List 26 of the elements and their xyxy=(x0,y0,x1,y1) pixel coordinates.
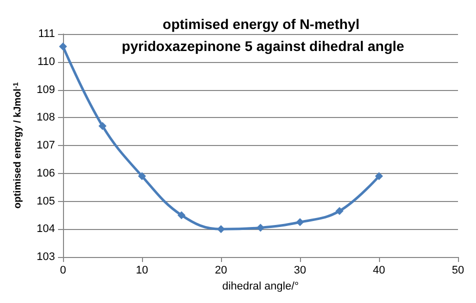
y-tick-label: 110 xyxy=(37,56,55,68)
y-tick-label: 104 xyxy=(36,223,55,236)
x-tick-label: 40 xyxy=(372,264,386,276)
x-tick-label: 10 xyxy=(136,264,148,276)
point xyxy=(178,211,186,220)
y-tick-label: 103 xyxy=(36,251,55,263)
point xyxy=(256,224,264,232)
y-tick-label: 105 xyxy=(36,195,55,208)
point xyxy=(59,42,67,51)
x-axis-title: dihedral angle/° xyxy=(222,280,299,292)
y-tick-label: 108 xyxy=(36,112,55,124)
y-tick-label: 107 xyxy=(36,140,55,152)
point xyxy=(296,218,304,226)
x-tick-label: 20 xyxy=(214,264,228,276)
x-tick-label: 0 xyxy=(60,264,66,276)
y-tick-label: 109 xyxy=(36,84,55,96)
x-tick-label: 50 xyxy=(452,264,464,276)
point xyxy=(138,172,146,180)
point xyxy=(217,225,225,234)
y-tick-label: 106 xyxy=(36,167,55,180)
y-tick-label: 111 xyxy=(38,28,55,40)
point xyxy=(336,207,344,216)
x-tick-label: 30 xyxy=(294,264,306,276)
point xyxy=(375,172,383,180)
point xyxy=(98,122,106,130)
chart-title: optimised energy of N-methyl pyridoxazepinone 5 against dihedral angle xyxy=(122,16,404,54)
